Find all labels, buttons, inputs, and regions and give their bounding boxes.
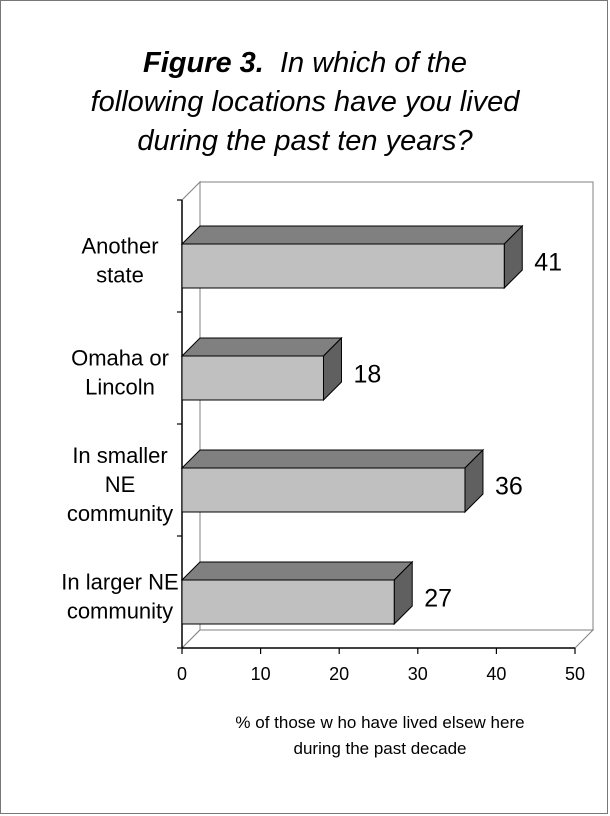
- title-line-2: following locations have you lived: [90, 86, 520, 118]
- category-label: In larger NE: [61, 569, 178, 594]
- data-label: 27: [424, 585, 452, 613]
- title-line-3: during the past ten years?: [137, 125, 473, 157]
- x-tick-label: 50: [565, 664, 585, 684]
- data-label: 36: [495, 473, 523, 501]
- x-tick-label: 40: [486, 664, 506, 684]
- bar-top: [180, 449, 485, 469]
- figure-label: Figure 3.: [143, 47, 264, 79]
- category-label: state: [96, 262, 144, 287]
- category-label: Omaha or: [71, 345, 169, 370]
- bar: [181, 355, 324, 401]
- x-axis-label: during the past decade: [294, 739, 467, 758]
- x-tick-label: 10: [251, 664, 271, 684]
- bar: [181, 579, 395, 625]
- category-label: NE: [105, 472, 136, 497]
- bar-top: [180, 225, 524, 245]
- x-tick-label: 30: [408, 664, 428, 684]
- title-line-1: In which of the: [279, 47, 467, 79]
- category-label: In smaller: [72, 443, 167, 468]
- bar-top: [180, 337, 343, 357]
- category-label: community: [67, 501, 173, 526]
- x-tick-label: 20: [329, 664, 349, 684]
- bar-top: [180, 561, 414, 581]
- category-label: community: [67, 598, 173, 623]
- data-label: 41: [534, 249, 562, 277]
- category-label: Lincoln: [85, 374, 155, 399]
- x-axis-label: % of those w ho have lived elsew here: [235, 713, 524, 732]
- plot-floor: [180, 629, 595, 649]
- chart-title: Figure 3. In which of the following loca…: [0, 44, 610, 161]
- bar: [181, 243, 505, 289]
- data-label: 18: [353, 361, 381, 389]
- bar: [181, 467, 466, 513]
- category-label: Another: [81, 233, 158, 258]
- x-tick-label: 0: [177, 664, 187, 684]
